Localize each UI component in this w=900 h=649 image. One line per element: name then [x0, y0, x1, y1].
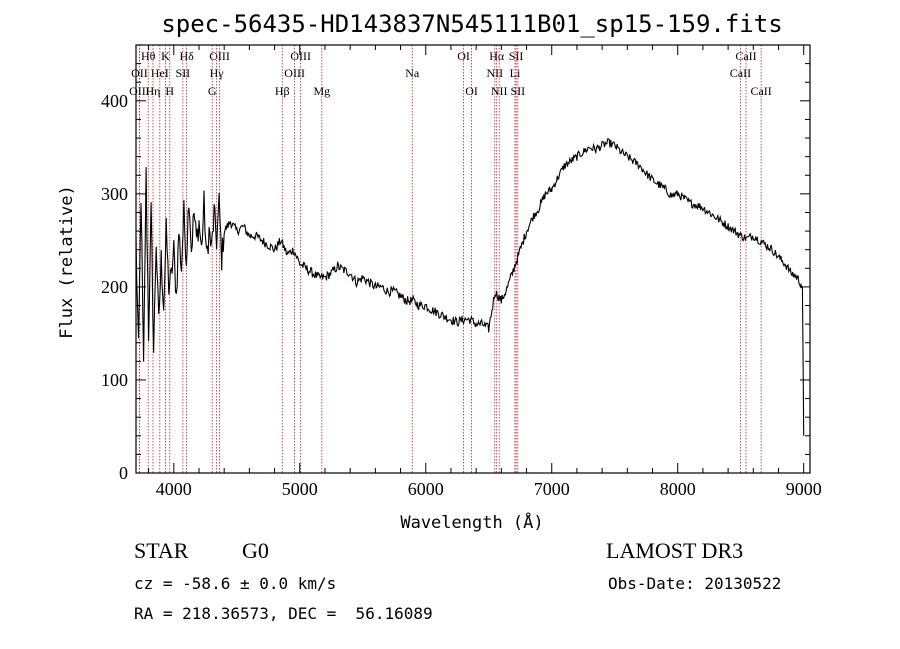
spectral-line-label: Hδ [179, 49, 194, 63]
axis-ticks: 4000 5000 6000 7000 8000 9000 0 100 200 300 400 [101, 45, 822, 499]
spectral-line-label: H [165, 84, 174, 98]
x-tick-label: 4000 [156, 479, 192, 499]
object-class: STAR [134, 538, 189, 563]
y-tick-label: 400 [101, 91, 128, 111]
spectral-line-label: OIII [290, 49, 311, 63]
y-tick-label: 100 [101, 370, 128, 390]
spectral-line-label: OIII [284, 66, 305, 80]
spectral-line-label: CaII [735, 49, 756, 63]
spectral-line-label: NII [491, 84, 508, 98]
spectral-line-label: SII [511, 84, 526, 98]
spectral-line-label: Hγ [210, 66, 225, 80]
y-tick-label: 0 [119, 463, 128, 483]
spectral-line-label: G [208, 84, 217, 98]
plot-frame [135, 44, 811, 474]
spectral-line-label: SII [176, 66, 191, 80]
spectral-line-label: Mg [313, 84, 330, 98]
x-axis-label: Wavelength (Å) [400, 511, 543, 533]
x-tick-label: 6000 [408, 479, 444, 499]
object-subclass: G0 [242, 538, 269, 563]
y-tick-label: 300 [101, 184, 128, 204]
spectral-line-label: OIII [209, 49, 230, 63]
spectral-line-label: Li [510, 66, 521, 80]
spectral-line-label: NII [486, 66, 503, 80]
spectral-line-label: OI [465, 84, 478, 98]
spectral-line-label: K [161, 49, 170, 63]
redshift-velocity: cz = -58.6 ± 0.0 km/s [134, 574, 337, 593]
x-tick-label: 5000 [282, 479, 318, 499]
y-tick-label: 200 [101, 277, 128, 297]
spectral-line-label: Hη [146, 84, 161, 98]
x-tick-label: 8000 [660, 479, 696, 499]
spectral-line-label: CaII [730, 66, 751, 80]
chart-title: spec-56435-HD143837N545111B01_sp15-159.f… [161, 10, 782, 38]
spectral-line-label: HeI [151, 66, 169, 80]
spectral-line-label: Hβ [275, 84, 290, 98]
y-axis-label: Flux (relative) [57, 185, 77, 339]
spectral-line-label: Hα [489, 49, 505, 63]
coordinates: RA = 218.36573, DEC = 56.16089 [134, 604, 433, 623]
x-tick-label: 9000 [786, 479, 822, 499]
x-tick-label: 7000 [534, 479, 570, 499]
spectral-line-label: OIII [129, 84, 150, 98]
survey-name: LAMOST DR3 [606, 538, 744, 563]
spectral-line-label: Hθ [141, 49, 156, 63]
spectral-line-label: Na [405, 66, 420, 80]
observation-date: Obs-Date: 20130522 [608, 574, 782, 593]
spectrum-line [135, 138, 805, 436]
spectral-line-label: SII [509, 49, 524, 63]
spectral-line-label: OI [457, 49, 470, 63]
spectral-line-label: CaII [750, 84, 771, 98]
